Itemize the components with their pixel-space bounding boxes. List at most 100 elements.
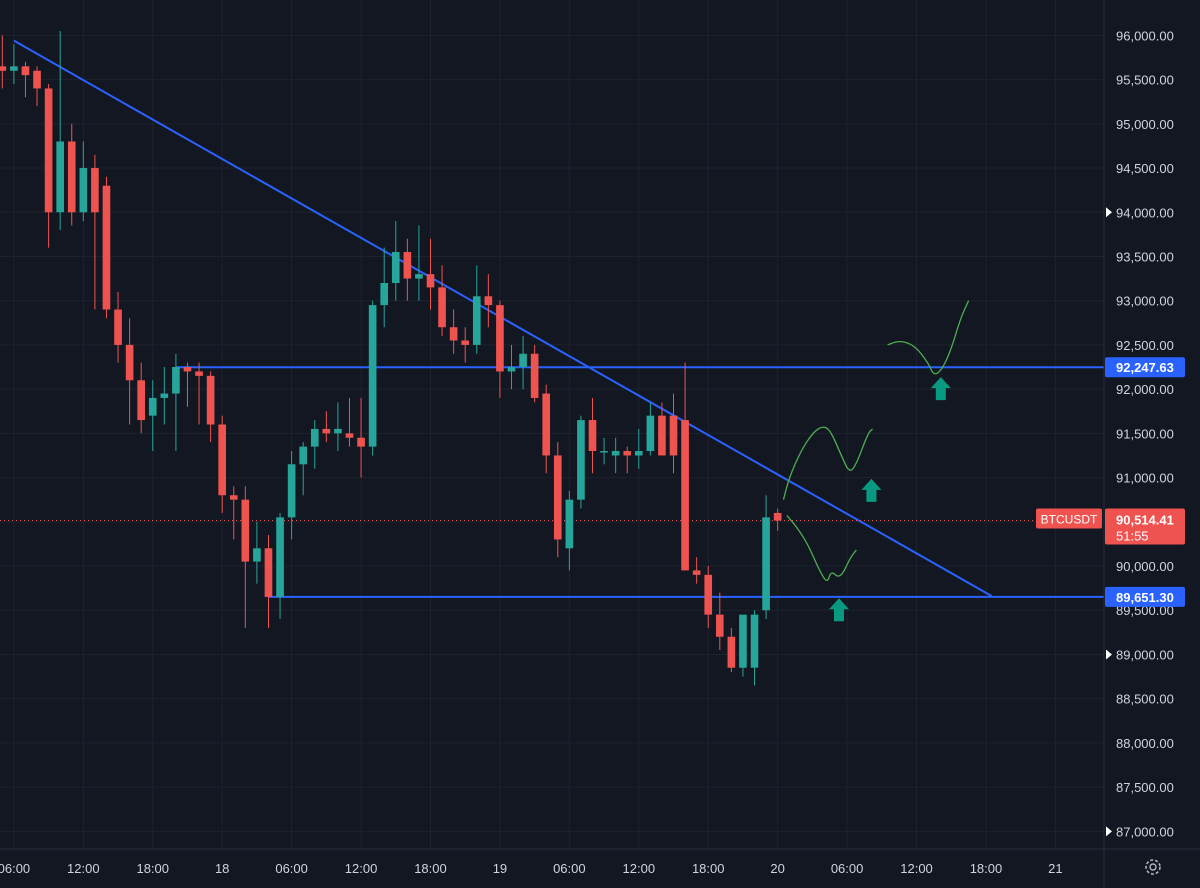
symbol-tag-bg: [1036, 508, 1102, 529]
y-tick-label: 87,500.00: [1116, 780, 1174, 795]
candle-body: [0, 66, 7, 71]
candles: [0, 30, 782, 686]
candle-body: [542, 393, 551, 456]
x-tick-label: 12:00: [623, 861, 656, 876]
candle-body: [438, 287, 446, 328]
candle-body: [380, 283, 389, 306]
settings-gear-icon[interactable]: [1145, 859, 1161, 875]
candle-body: [403, 252, 412, 279]
candle-body: [611, 451, 620, 456]
y-tick-label: 87,000.00: [1116, 824, 1174, 839]
candle-body: [507, 367, 516, 372]
candle-body: [357, 437, 365, 447]
candle-body: [44, 88, 53, 213]
candle-body: [299, 446, 308, 465]
candle-body: [253, 548, 261, 562]
y-tick-label: 88,500.00: [1116, 692, 1174, 707]
projection-drawings[interactable]: [782, 300, 970, 622]
x-tick-label: 06:00: [831, 861, 864, 876]
x-tick-label: 18:00: [970, 861, 1003, 876]
y-tick-label: 90,000.00: [1116, 559, 1174, 574]
axis-marker-icon: [1106, 207, 1112, 218]
candle-body: [229, 495, 238, 500]
candle-body: [310, 428, 319, 447]
candle-body: [345, 433, 354, 438]
y-tick-label: 95,500.00: [1116, 73, 1174, 88]
resistance-price-label: 92,247.63: [1116, 360, 1174, 375]
y-tick-label: 96,000.00: [1116, 28, 1174, 43]
candle-body: [206, 375, 215, 425]
candle-body: [276, 517, 284, 597]
y-tick-label: 89,500.00: [1116, 603, 1174, 618]
y-tick-label: 91,500.00: [1116, 426, 1174, 441]
support-price-label-bg: [1105, 586, 1185, 607]
candle-body: [10, 66, 18, 71]
candle-body: [681, 420, 689, 571]
candle-body: [519, 353, 527, 368]
candle-body: [762, 517, 770, 611]
candle-body: [577, 420, 585, 500]
candle-body: [426, 274, 435, 288]
x-tick-label: 12:00: [900, 861, 933, 876]
up-arrow-icon: [828, 598, 849, 622]
x-tick-label: 18:00: [136, 861, 169, 876]
candle-body: [658, 415, 666, 456]
candle-body: [600, 451, 608, 453]
x-tick-label: 12:00: [67, 861, 100, 876]
y-tick-label: 91,000.00: [1116, 471, 1174, 486]
y-tick-label: 93,000.00: [1116, 294, 1174, 309]
candle-body: [172, 367, 180, 394]
candle-body: [391, 252, 400, 283]
candle-body: [102, 185, 111, 310]
candle-body: [241, 499, 250, 562]
resistance-price-label-bg: [1105, 357, 1185, 378]
candle-body: [484, 296, 493, 306]
x-tick-label: 06:00: [275, 861, 308, 876]
countdown-label: 51:55: [1116, 529, 1149, 544]
current-price-label: 90,514.41: [1116, 513, 1174, 528]
axis-marker-icon: [1106, 649, 1112, 660]
y-tick-label: 93,500.00: [1116, 249, 1174, 264]
candle-body: [588, 420, 597, 452]
candle-body: [125, 344, 134, 381]
x-tick-label: 06:00: [553, 861, 586, 876]
up-arrow-icon: [930, 377, 951, 401]
candle-body: [461, 340, 470, 345]
candle-body: [773, 512, 782, 521]
x-tick-label: 18:00: [414, 861, 447, 876]
symbol-label: BTCUSDT: [1041, 513, 1098, 527]
candle-body: [287, 464, 296, 518]
candle-body: [496, 305, 504, 372]
projection-curve: [887, 300, 970, 375]
candle-body: [449, 327, 458, 341]
candle-body: [368, 305, 377, 447]
y-tick-label: 92,000.00: [1116, 382, 1174, 397]
candle-body: [183, 367, 192, 372]
candle-body: [114, 309, 122, 345]
candle-body: [553, 455, 562, 540]
time-axis[interactable]: 06:00 12:00 18:00 18 06:00 12:00 18:00 19 06:00 1…: [0, 861, 1063, 876]
candle-body: [692, 570, 701, 575]
candle-body: [715, 614, 724, 637]
support-price-label: 89,651.30: [1116, 590, 1174, 605]
axis-marker-icon: [1106, 826, 1112, 837]
candle-body: [739, 614, 747, 668]
candle-body: [334, 428, 342, 434]
y-tick-label: 94,000.00: [1116, 205, 1174, 220]
candle-body: [56, 141, 64, 213]
candle-body: [148, 397, 157, 416]
candle-body: [623, 451, 632, 456]
candle-body: [33, 70, 41, 89]
price-axis[interactable]: 96,000.00 95,500.00 95,000.00 94,500.00 94,0…: [1106, 28, 1174, 839]
candle-body: [669, 415, 678, 456]
candle-body: [91, 168, 99, 213]
candle-body: [21, 66, 30, 76]
y-tick-label: 89,000.00: [1116, 647, 1174, 662]
candle-body: [195, 371, 203, 376]
x-tick-label: 19: [493, 861, 507, 876]
candle-body: [160, 393, 169, 398]
candle-body: [79, 168, 88, 213]
